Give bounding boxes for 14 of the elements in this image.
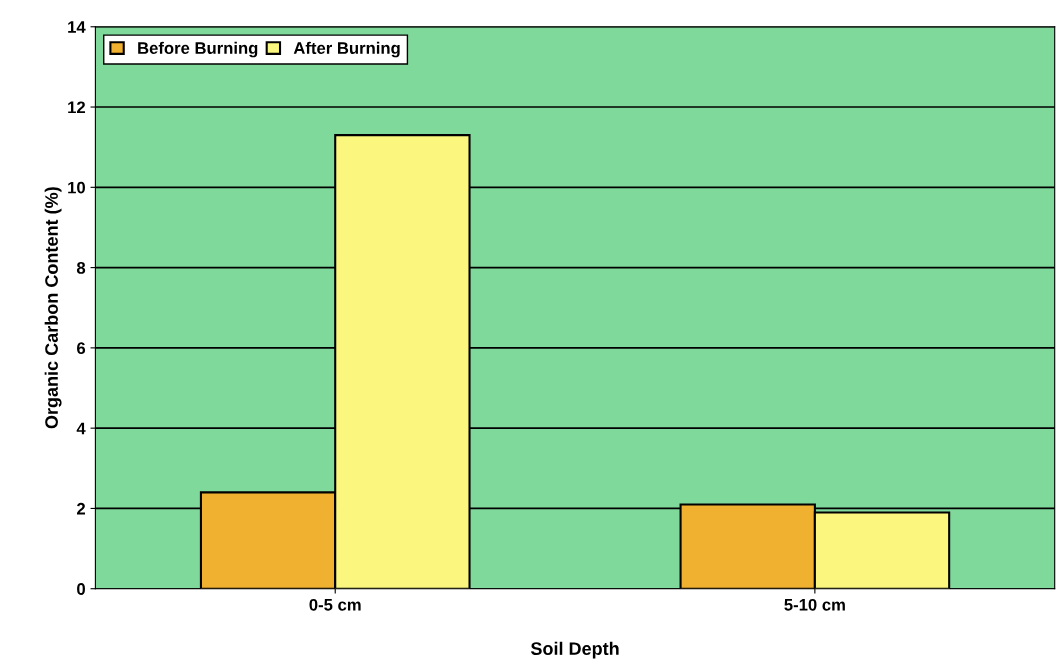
- y-tick-label: 8: [76, 262, 86, 274]
- y-tick-label: 6: [77, 342, 86, 355]
- y-tick-label: 4: [76, 422, 86, 435]
- x-tick-label: 0-5 cm: [309, 598, 361, 611]
- y-axis-title: Organic Carbon Content (%): [44, 187, 62, 429]
- x-tick-label: 5-10 cm: [784, 598, 845, 611]
- y-tick-label: 0: [77, 583, 85, 595]
- legend-label: Before Burning: [138, 41, 258, 58]
- y-tick-label: 12: [68, 101, 86, 114]
- x-axis-title: Soil Depth: [530, 641, 619, 659]
- y-tick-label: 2: [76, 502, 86, 515]
- legend-label: After Burning: [293, 41, 400, 58]
- y-tick-label: 10: [68, 181, 85, 194]
- y-tick-label: 14: [68, 21, 86, 33]
